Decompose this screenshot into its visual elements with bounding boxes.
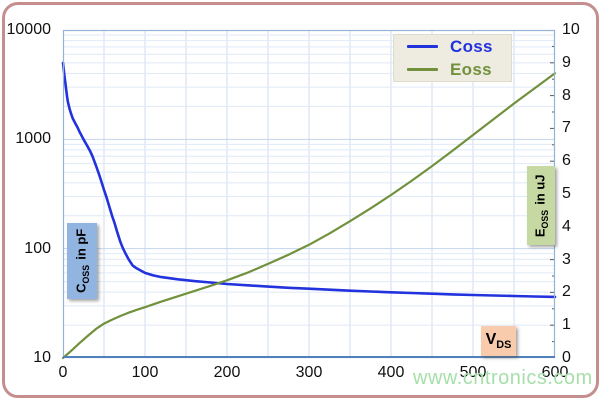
left-axis-tick-label: 1000: [15, 130, 51, 148]
x-axis-tick-label: 600: [541, 364, 569, 381]
x-axis-title-box: VDS: [481, 326, 516, 356]
x-axis-tick-label: 100: [131, 364, 159, 381]
x-axis-tick-label: 500: [459, 364, 487, 381]
watermark: www.cntronics.com: [413, 367, 593, 389]
x-axis-title: VDS: [485, 330, 512, 352]
x-axis-tick-label: 200: [213, 364, 241, 381]
legend: Coss Eoss: [393, 34, 512, 82]
right-axis-title-box: EOSSin uJ: [527, 166, 555, 245]
legend-item-eoss: Eoss: [407, 59, 511, 79]
x-axis-tick-label: 0: [58, 364, 68, 381]
coss-line-sample-icon: [407, 45, 438, 48]
left-axis-title-box: COSSin pF: [67, 223, 97, 299]
right-axis-tick-label: 2: [562, 283, 571, 301]
legend-label-coss: Coss: [450, 36, 493, 56]
right-axis-tick-label: 7: [562, 119, 571, 137]
right-axis-tick-label: 3: [562, 250, 571, 268]
right-axis-tick-label: 6: [562, 152, 571, 170]
eoss-line-sample-icon: [407, 68, 438, 71]
right-axis-tick-label: 5: [562, 185, 571, 202]
left-axis-tick-label: 10000: [6, 21, 52, 38]
left-axis-tick-label: 100: [24, 239, 51, 257]
right-axis-tick-label: 1: [562, 316, 571, 334]
right-axis-tick-label: 10: [562, 21, 580, 38]
right-axis-tick-label: 8: [562, 86, 571, 104]
plot-area: [61, 29, 557, 360]
eoss-curve: [61, 72, 557, 360]
right-axis-title: EOSSin uJ: [532, 174, 550, 237]
coss-curve: [61, 61, 557, 299]
right-axis-tick-label: 9: [562, 53, 571, 71]
legend-label-eoss: Eoss: [450, 59, 492, 79]
left-axis-title: COSSin pF: [73, 228, 91, 294]
right-axis-tick-label: 4: [562, 217, 571, 235]
right-axis-tick-label: 0: [562, 349, 571, 366]
x-axis-tick-label: 300: [295, 364, 323, 381]
x-axis-tick-label: 400: [377, 364, 405, 381]
left-axis-tick-label: 10: [33, 349, 51, 366]
legend-item-coss: Coss: [407, 36, 511, 56]
